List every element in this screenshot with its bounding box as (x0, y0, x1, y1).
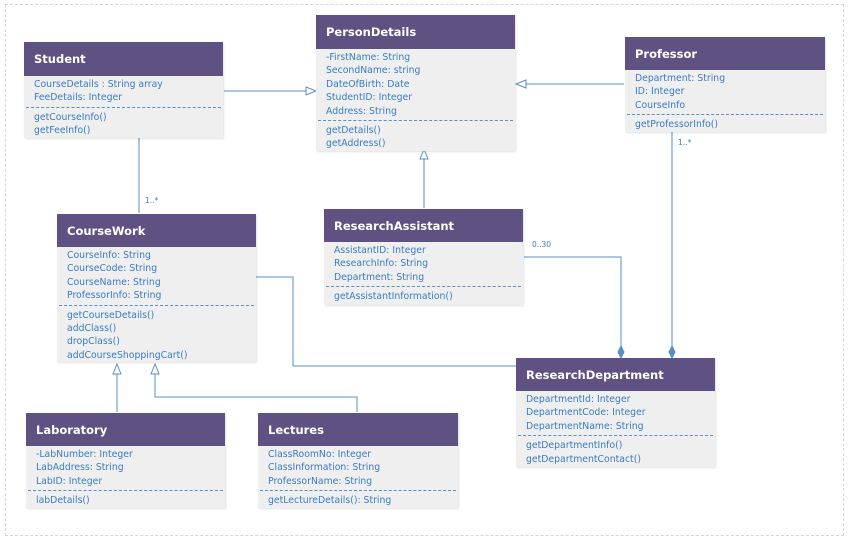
operation: getDepartmentInfo() (526, 440, 623, 452)
generalization-arrowhead (419, 147, 429, 160)
operation: getFeeInfo() (34, 125, 91, 137)
class-name: Lectures (258, 413, 458, 446)
generalization-arrowhead (514, 79, 527, 89)
attribute: CourseCode: String (67, 263, 158, 275)
operation-list: getDetails() getAddress() (316, 122, 515, 152)
attribute: DepartmentName: String (526, 420, 644, 432)
generalization-arrowhead (305, 86, 318, 96)
attribute: -LabNumber: Integer (36, 449, 133, 460)
class-name: Laboratory (26, 413, 225, 446)
attribute-list: CourseDetails : String array FeeDetails:… (24, 76, 223, 106)
operation: getDepartmentContact() (526, 453, 641, 465)
operation-list: getCourseInfo() getFeeInfo() (24, 109, 223, 139)
class-name: Professor (625, 37, 825, 70)
attribute: ClassInformation: String (268, 462, 381, 474)
attribute-list: CourseInfo: String CourseCode: String Co… (57, 247, 256, 304)
compartment-divider (59, 304, 254, 306)
connector-coursework-to-researchdepartment (256, 276, 516, 367)
operation-list: getProfessorInfo() (625, 116, 825, 132)
attribute: -FirstName: String (326, 52, 411, 63)
attribute: DateOfBirth: Date (326, 78, 410, 90)
attribute: ClassRoomNo: Integer (268, 449, 372, 460)
attribute: ID: Integer (635, 86, 685, 98)
attribute-list: ClassRoomNo: Integer ClassInformation: S… (258, 446, 458, 489)
attribute-list: Department: String ID: Integer CourseInf… (625, 70, 825, 113)
class-name: ResearchAssistant (324, 209, 523, 242)
operation: dropClass() (67, 336, 120, 348)
class-professor[interactable]: Professor Department: String ID: Integer… (625, 37, 825, 132)
attribute: DepartmentCode: Integer (526, 407, 646, 419)
attribute: ResearchInfo: String (334, 258, 429, 270)
attribute: Department: String (635, 73, 726, 84)
aggregation-diamond (617, 344, 625, 360)
class-student[interactable]: Student CourseDetails : String array Fee… (24, 42, 223, 138)
attribute: LabID: Integer (36, 475, 103, 487)
class-research-assistant[interactable]: ResearchAssistant AssistantID: Integer R… (324, 209, 523, 305)
attribute-list: -LabNumber: Integer LabAddress: String L… (26, 446, 225, 489)
attribute: CourseDetails : String array (34, 79, 163, 90)
aggregation-diamond (668, 344, 676, 360)
attribute-list: -FirstName: String SecondName: string Da… (316, 49, 515, 119)
attribute: CourseInfo: String (67, 250, 151, 261)
operation: addClass() (67, 323, 117, 335)
attribute: DepartmentId: Integer (526, 394, 631, 405)
class-research-department[interactable]: ResearchDepartment DepartmentId: Integer… (516, 358, 715, 467)
attribute: AssistantID: Integer (334, 245, 426, 256)
compartment-divider (518, 435, 713, 437)
attribute-list: DepartmentId: Integer DepartmentCode: In… (516, 391, 715, 434)
compartment-divider (326, 286, 521, 288)
attribute: Address: String (326, 105, 397, 117)
compartment-divider (260, 490, 456, 492)
class-name: ResearchDepartment (516, 358, 715, 391)
class-laboratory[interactable]: Laboratory -LabNumber: Integer LabAddres… (26, 413, 225, 508)
operation-list: labDetails() (26, 492, 225, 508)
attribute: Department: String (334, 271, 425, 283)
generalization-arrowhead (112, 362, 122, 375)
operation: getDetails() (326, 125, 381, 137)
attribute: LabAddress: String (36, 462, 124, 474)
attribute-list: AssistantID: Integer ResearchInfo: Strin… (324, 242, 523, 285)
class-name: CourseWork (57, 214, 256, 247)
compartment-divider (627, 114, 823, 116)
operation: getLectureDetails(): String (268, 495, 392, 507)
class-lectures[interactable]: Lectures ClassRoomNo: Integer ClassInfor… (258, 413, 458, 508)
compartment-divider (26, 106, 221, 108)
class-course-work[interactable]: CourseWork CourseInfo: String CourseCode… (57, 214, 256, 362)
attribute: FeeDetails: Integer (34, 92, 123, 104)
compartment-divider (28, 490, 223, 492)
connector-researchassistant-to-researchdepartment (524, 256, 622, 346)
operation: addCourseShoppingCart() (67, 349, 188, 361)
attribute: ProfessorName: String (268, 475, 373, 487)
operation-list: getLectureDetails(): String (258, 492, 458, 508)
attribute: ProfessorInfo: String (67, 290, 162, 302)
multiplicity-label-professor: 1..* (678, 138, 692, 147)
page-border (5, 4, 844, 536)
operation-list: getDepartmentInfo() getDepartmentContact… (516, 437, 715, 467)
class-name: Student (24, 42, 223, 76)
operation: getCourseDetails() (67, 309, 155, 321)
generalization-arrowhead (150, 362, 160, 375)
multiplicity-label-researchassistant: 0..30 (532, 240, 552, 249)
operation: getAddress() (326, 138, 386, 150)
operation: labDetails() (36, 495, 90, 507)
class-name: PersonDetails (316, 15, 515, 49)
operation: getProfessorInfo() (635, 119, 719, 131)
operation-list: getCourseDetails() addClass() dropClass(… (57, 307, 256, 364)
compartment-divider (318, 120, 513, 122)
attribute: CourseInfo (635, 99, 686, 111)
attribute: StudentID: Integer (326, 92, 413, 104)
attribute: SecondName: string (326, 65, 421, 77)
attribute: CourseName: String (67, 276, 161, 288)
class-person-details[interactable]: PersonDetails -FirstName: String SecondN… (316, 15, 515, 151)
operation: getCourseInfo() (34, 111, 107, 123)
multiplicity-label-student-coursework: 1..* (145, 196, 159, 205)
operation-list: getAssistantInformation() (324, 288, 523, 304)
operation: getAssistantInformation() (334, 291, 453, 303)
connector-lectures-to-coursework (154, 374, 358, 412)
